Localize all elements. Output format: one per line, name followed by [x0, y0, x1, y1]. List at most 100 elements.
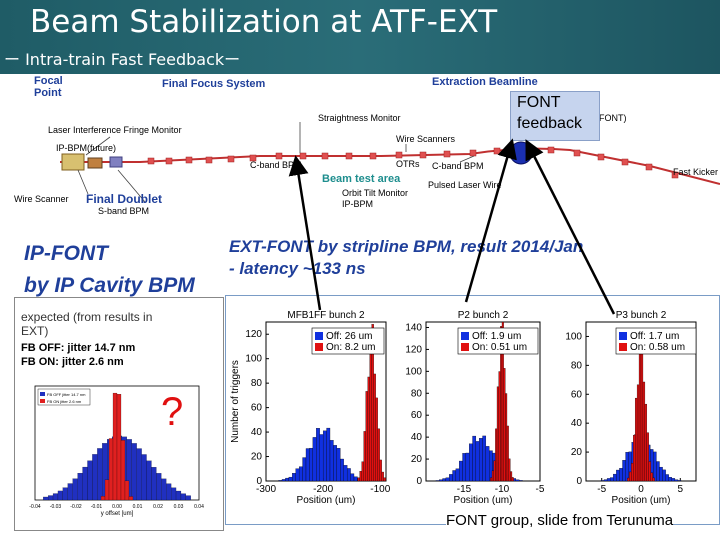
y-tick-label: 40 — [571, 418, 583, 429]
ip-histogram-bar — [77, 473, 83, 501]
histogram-bar — [491, 470, 494, 482]
y-tick-label: 20 — [411, 454, 423, 465]
histogram-bar — [668, 477, 672, 482]
legend-box — [311, 327, 385, 355]
histogram-bar — [627, 477, 630, 482]
ip-legend-box — [37, 388, 91, 406]
legend-swatch — [461, 343, 469, 351]
beam-test-area-label: Beam test area — [322, 173, 401, 185]
histogram-bar — [343, 465, 348, 482]
histogram-bar — [319, 434, 324, 482]
histogram-bar — [322, 430, 327, 482]
ip-histogram-bar — [112, 392, 118, 501]
c-band-bpm-label-2: C-band BPM — [432, 161, 484, 171]
histogram-bar — [439, 479, 443, 482]
y-tick-label: 20 — [251, 452, 263, 463]
histogram-bar — [482, 435, 487, 482]
histogram-bar — [475, 441, 480, 482]
histogram-bar — [367, 376, 370, 482]
ip-legend-swatch — [40, 399, 45, 403]
ip-x-tick-label: -0.03 — [50, 504, 62, 510]
histogram-bar — [472, 435, 477, 482]
histogram-bar — [634, 397, 638, 482]
x-axis-label: Position (um) — [454, 495, 513, 506]
histogram-bar — [625, 452, 629, 482]
expected-results-panel: expected (from results in EXT) FB OFF: j… — [14, 297, 224, 531]
histogram-bar — [459, 460, 463, 482]
histogram-bar — [662, 469, 666, 482]
wire-scanner-label: Wire Scanner — [14, 194, 69, 204]
ip-histogram-bar — [48, 495, 54, 501]
histogram-p3: P3 bunch 2 0 20 40 60 80 100 -5 0 5 Position (um) O… — [565, 310, 697, 506]
histogram-bar — [652, 477, 655, 482]
histogram-bar — [379, 459, 382, 482]
histogram-bar — [462, 453, 467, 482]
x-tick-label: -100 — [370, 484, 390, 495]
otrs-label: OTRs — [396, 159, 420, 169]
histogram-bar — [638, 344, 642, 482]
histogram-bar — [285, 477, 290, 482]
histogram-bar — [511, 477, 514, 482]
straightness-monitor-label: Straightness Monitor — [318, 113, 401, 123]
wire-scanners-label: Wire Scanners — [396, 134, 456, 144]
histogram-bar — [292, 473, 296, 482]
legend-label: On: 8.2 um — [326, 342, 375, 353]
histogram-bar — [278, 480, 283, 482]
y-tick-label: 40 — [251, 427, 263, 438]
histogram-bar — [619, 468, 623, 482]
slide-subtitle: ー Intra-train Fast Feedbackー — [4, 50, 241, 69]
ip-histogram-bar — [67, 483, 73, 501]
y-tick-label: 120 — [405, 344, 422, 355]
ip-x-axis-label: y offset [um] — [101, 511, 134, 517]
s-band-bpm-label: S-band BPM — [98, 206, 150, 216]
ip-histogram-bar — [175, 490, 182, 501]
y-tick-label: 40 — [411, 432, 423, 443]
histogram-bar — [674, 479, 679, 482]
ip-histogram-bar — [166, 483, 172, 501]
ip-legend-label: FB OFF jitter 14.7 nm — [47, 392, 86, 397]
fast-kicker-label: Fast Kicker — [673, 167, 719, 177]
histogram-bar — [506, 425, 509, 482]
histogram-bar — [302, 457, 307, 482]
x-tick-label: -5 — [536, 484, 545, 495]
histogram-bar — [469, 443, 473, 482]
histogram-bar — [281, 479, 286, 482]
histogram-bar — [650, 472, 653, 482]
ip-histogram-bar — [151, 467, 157, 501]
histogram-bar — [646, 432, 649, 482]
histogram-bar — [496, 386, 499, 482]
ip-histogram-bar — [72, 478, 78, 501]
histogram-bar — [600, 480, 605, 482]
final-doublet-label: Final Doublet — [86, 192, 162, 206]
ip-histogram-bar — [43, 496, 49, 501]
histogram-bar — [677, 480, 682, 482]
histogram-bar — [629, 471, 632, 482]
histogram-bar — [642, 381, 646, 482]
chart-title: P2 bunch 2 — [458, 310, 509, 321]
histogram-bar — [353, 476, 358, 482]
histogram-bar — [508, 458, 511, 482]
legend-swatch — [315, 332, 323, 340]
histogram-bar — [365, 391, 368, 482]
histogram-bar — [659, 466, 663, 482]
y-tick-label: 80 — [251, 378, 263, 389]
ip-histogram-bar — [108, 438, 114, 501]
histogram-bar — [515, 479, 520, 482]
ip-histogram-bar — [57, 490, 63, 501]
expected-text-line1: expected (from results in — [21, 310, 153, 324]
histogram-bar — [653, 451, 657, 482]
legend-label: Off: 26 um — [326, 331, 373, 342]
ip-histogram-bar — [97, 448, 103, 501]
histogram-bar — [493, 460, 496, 482]
ip-histogram-bar — [116, 394, 122, 501]
y-tick-label: 0 — [256, 476, 262, 487]
focal-point-label-line2: Point — [34, 87, 62, 99]
histogram-bar — [309, 447, 314, 482]
extraction-beamline-label: Extraction Beamline — [432, 76, 538, 88]
ip-x-tick-label: -0.01 — [91, 504, 103, 510]
x-tick-label: -15 — [457, 484, 472, 495]
histogram-bar — [640, 335, 644, 482]
ip-x-tick-label: 0.04 — [194, 504, 204, 510]
histogram-bar — [316, 428, 320, 482]
font-feedback-callout: FONT feedback — [510, 91, 600, 141]
